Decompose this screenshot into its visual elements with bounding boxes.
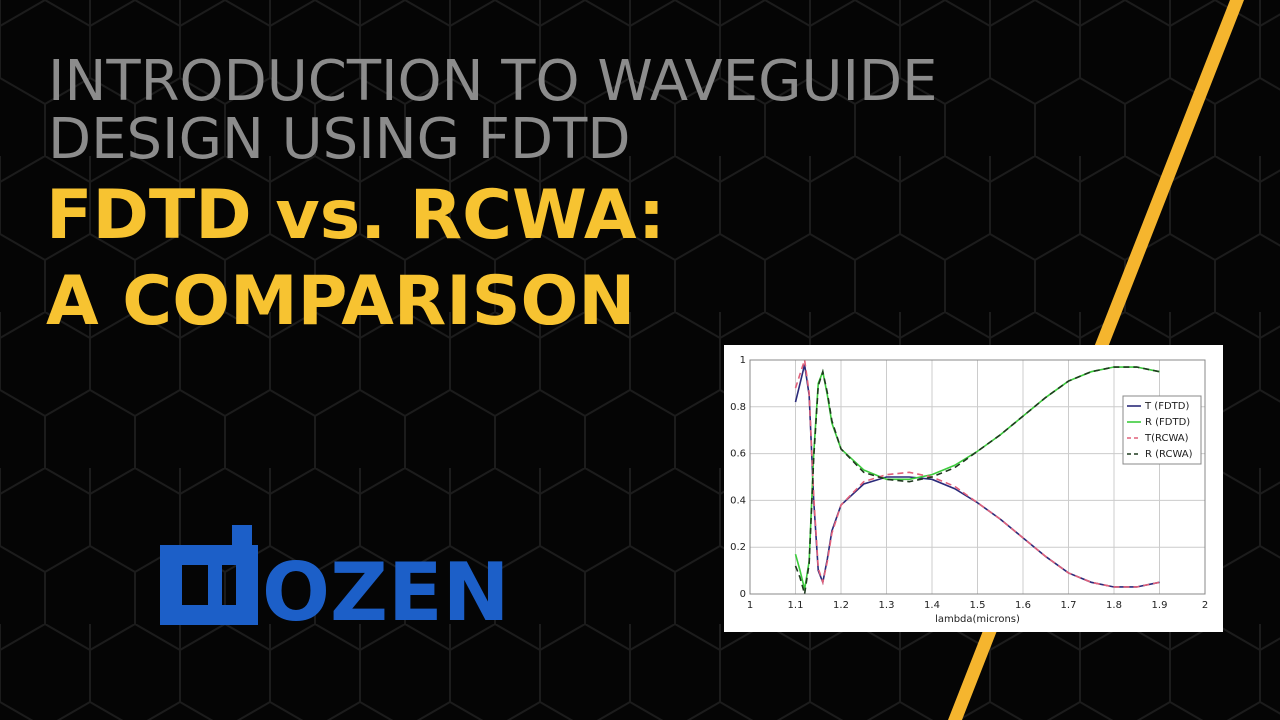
x-tick-label: 1 [747, 600, 753, 611]
x-tick-label: 1.8 [1106, 600, 1122, 611]
logo-icon-bar [208, 565, 222, 605]
x-tick-label: 1.9 [1152, 600, 1168, 611]
y-tick-label: 0.8 [730, 402, 746, 413]
y-tick-label: 1 [740, 355, 746, 366]
subtitle-line: FDTD vs. RCWA: [46, 176, 665, 255]
x-tick-label: 1.3 [879, 600, 895, 611]
series-line [794, 359, 1160, 588]
title-line: INTRODUCTION TO WAVEGUIDE [48, 49, 938, 114]
logo-text: OZEN [262, 546, 510, 639]
subtitle-line: A COMPARISON [46, 262, 635, 341]
legend-label: T(RCWA) [1144, 433, 1189, 444]
x-axis-label: lambda(microns) [935, 614, 1020, 625]
x-tick-label: 1.7 [1061, 600, 1077, 611]
logo: OZEN [160, 525, 510, 639]
x-tick-label: 1.4 [924, 600, 940, 611]
title-line: DESIGN USING FDTD [48, 107, 630, 172]
legend-label: R (RCWA) [1145, 449, 1193, 460]
series-line [794, 366, 1160, 595]
plot-frame [749, 359, 1206, 595]
x-tick-label: 1.2 [833, 600, 849, 611]
x-tick-label: 1.5 [970, 600, 986, 611]
y-tick-label: 0.4 [730, 495, 746, 506]
y-tick-label: 0 [740, 589, 746, 600]
logo-icon [160, 525, 258, 625]
x-tick-label: 1.6 [1015, 600, 1031, 611]
chart-panel [724, 345, 1223, 632]
legend-label: T (FDTD) [1144, 401, 1189, 412]
y-tick-label: 0.6 [730, 449, 746, 460]
x-tick-label: 2 [1202, 600, 1208, 611]
x-tick-label: 1.1 [788, 600, 804, 611]
legend-label: R (FDTD) [1145, 417, 1190, 428]
y-tick-label: 0.2 [730, 542, 746, 553]
legend-box [1122, 395, 1202, 465]
